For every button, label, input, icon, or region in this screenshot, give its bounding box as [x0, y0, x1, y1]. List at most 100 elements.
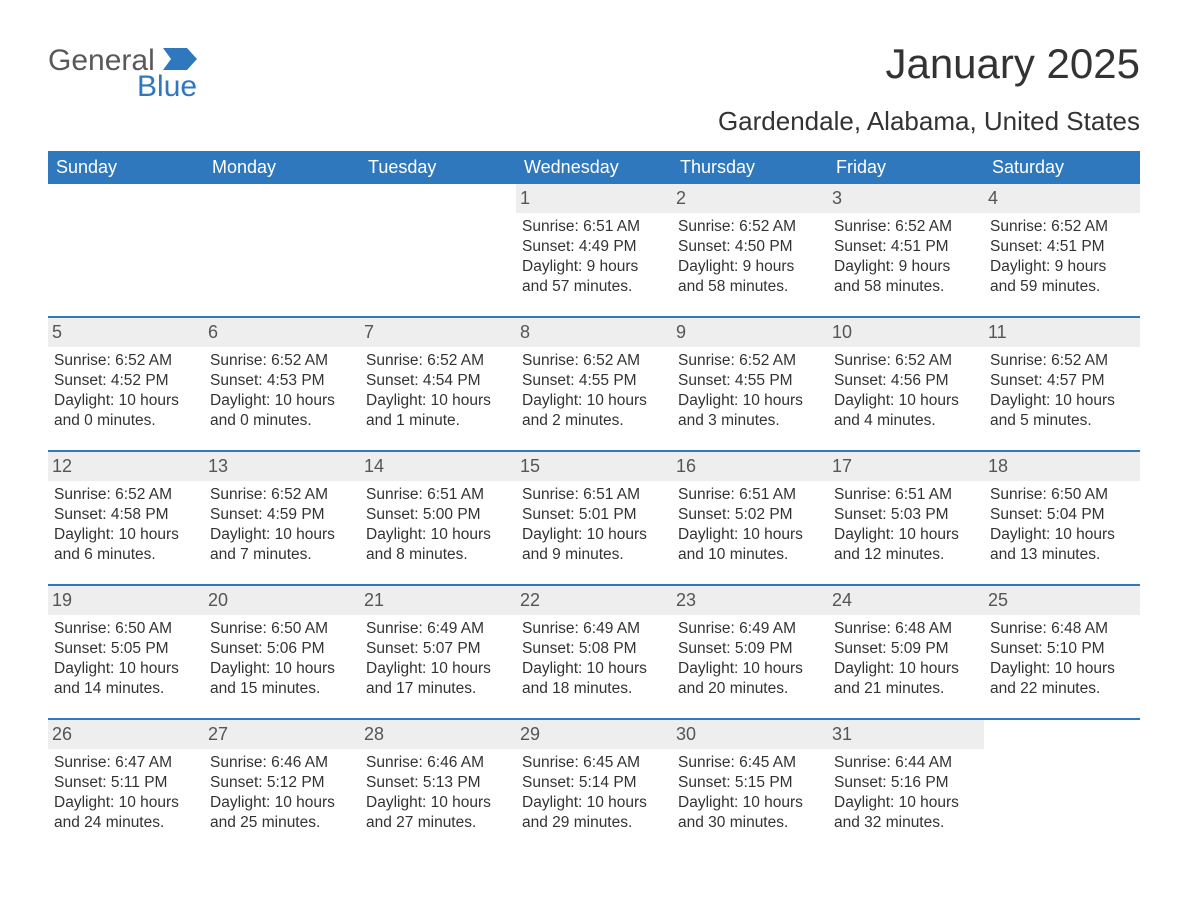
day-number: 18 [984, 452, 1140, 481]
day-cell: 2Sunrise: 6:52 AMSunset: 4:50 PMDaylight… [672, 184, 828, 310]
logo: General Blue [48, 40, 197, 102]
sunset-text: Sunset: 4:56 PM [834, 371, 978, 391]
day-number: 20 [204, 586, 360, 615]
dow-saturday: Saturday [984, 151, 1140, 184]
day-body: Sunrise: 6:51 AMSunset: 5:02 PMDaylight:… [678, 485, 822, 564]
day-number: 21 [360, 586, 516, 615]
day-body: Sunrise: 6:51 AMSunset: 5:03 PMDaylight:… [834, 485, 978, 564]
sunset-text: Sunset: 4:53 PM [210, 371, 354, 391]
day-cell: 15Sunrise: 6:51 AMSunset: 5:01 PMDayligh… [516, 452, 672, 578]
sunrise-text: Sunrise: 6:52 AM [54, 485, 198, 505]
daylight-text: Daylight: 10 hours and 17 minutes. [366, 659, 510, 699]
day-number: 11 [984, 318, 1140, 347]
day-body: Sunrise: 6:44 AMSunset: 5:16 PMDaylight:… [834, 753, 978, 832]
sunset-text: Sunset: 5:08 PM [522, 639, 666, 659]
day-body: Sunrise: 6:51 AMSunset: 5:00 PMDaylight:… [366, 485, 510, 564]
day-cell: 6Sunrise: 6:52 AMSunset: 4:53 PMDaylight… [204, 318, 360, 444]
day-cell: 31 Sunrise: 6:44 AMSunset: 5:16 PMDayligh… [828, 720, 984, 846]
daylight-text: Daylight: 10 hours and 21 minutes. [834, 659, 978, 699]
daylight-text: Daylight: 10 hours and 10 minutes. [678, 525, 822, 565]
sunset-text: Sunset: 5:06 PM [210, 639, 354, 659]
day-body: Sunrise: 6:50 AMSunset: 5:06 PMDaylight:… [210, 619, 354, 698]
day-cell: 24 Sunrise: 6:48 AMSunset: 5:09 PMDayligh… [828, 586, 984, 712]
day-cell: 19Sunrise: 6:50 AMSunset: 5:05 PMDayligh… [48, 586, 204, 712]
daylight-text: Daylight: 10 hours and 24 minutes. [54, 793, 198, 833]
day-number: 2 [672, 184, 828, 213]
sunrise-text: Sunrise: 6:51 AM [366, 485, 510, 505]
sunrise-text: Sunrise: 6:52 AM [990, 351, 1134, 371]
week-row: 12Sunrise: 6:52 AMSunset: 4:58 PMDayligh… [48, 450, 1140, 578]
sunrise-text: Sunrise: 6:50 AM [990, 485, 1134, 505]
week-row: 5Sunrise: 6:52 AMSunset: 4:52 PMDaylight… [48, 316, 1140, 444]
day-body: Sunrise: 6:52 AMSunset: 4:53 PMDaylight:… [210, 351, 354, 430]
day-number: 26 [48, 720, 204, 749]
daylight-text: Daylight: 10 hours and 30 minutes. [678, 793, 822, 833]
day-number: 10 [828, 318, 984, 347]
day-cell: 14Sunrise: 6:51 AMSunset: 5:00 PMDayligh… [360, 452, 516, 578]
sunset-text: Sunset: 5:01 PM [522, 505, 666, 525]
day-body: Sunrise: 6:52 AMSunset: 4:54 PMDaylight:… [366, 351, 510, 430]
logo-text: General Blue [48, 40, 197, 102]
day-cell: 20 Sunrise: 6:50 AMSunset: 5:06 PMDayligh… [204, 586, 360, 712]
sunrise-text: Sunrise: 6:52 AM [522, 351, 666, 371]
day-body: Sunrise: 6:45 AMSunset: 5:15 PMDaylight:… [678, 753, 822, 832]
day-cell: 7 Sunrise: 6:52 AMSunset: 4:54 PMDaylight… [360, 318, 516, 444]
day-body: Sunrise: 6:52 AMSunset: 4:59 PMDaylight:… [210, 485, 354, 564]
day-body: Sunrise: 6:48 AMSunset: 5:09 PMDaylight:… [834, 619, 978, 698]
dow-sunday: Sunday [48, 151, 204, 184]
daylight-text: Daylight: 10 hours and 12 minutes. [834, 525, 978, 565]
day-number: 7 [360, 318, 516, 347]
sunset-text: Sunset: 5:14 PM [522, 773, 666, 793]
sunset-text: Sunset: 4:52 PM [54, 371, 198, 391]
day-cell: 13Sunrise: 6:52 AMSunset: 4:59 PMDayligh… [204, 452, 360, 578]
day-number: 4 [984, 184, 1140, 213]
day-body: Sunrise: 6:52 AMSunset: 4:51 PMDaylight:… [834, 217, 978, 296]
daylight-text: Daylight: 10 hours and 20 minutes. [678, 659, 822, 699]
day-cell [984, 720, 1140, 846]
day-cell: 11 Sunrise: 6:52 AMSunset: 4:57 PMDayligh… [984, 318, 1140, 444]
day-cell: 3Sunrise: 6:52 AMSunset: 4:51 PMDaylight… [828, 184, 984, 310]
day-body: Sunrise: 6:52 AMSunset: 4:57 PMDaylight:… [990, 351, 1134, 430]
day-body: Sunrise: 6:52 AMSunset: 4:58 PMDaylight:… [54, 485, 198, 564]
day-body: Sunrise: 6:52 AMSunset: 4:52 PMDaylight:… [54, 351, 198, 430]
sunset-text: Sunset: 5:00 PM [366, 505, 510, 525]
day-number: 5 [48, 318, 204, 347]
day-number: 25 [984, 586, 1140, 615]
sunrise-text: Sunrise: 6:52 AM [678, 351, 822, 371]
day-number: 24 [828, 586, 984, 615]
day-body: Sunrise: 6:51 AMSunset: 4:49 PMDaylight:… [522, 217, 666, 296]
day-number: 16 [672, 452, 828, 481]
sunset-text: Sunset: 4:49 PM [522, 237, 666, 257]
page-title: January 2025 [718, 40, 1140, 88]
daylight-text: Daylight: 10 hours and 4 minutes. [834, 391, 978, 431]
day-cell: 23Sunrise: 6:49 AMSunset: 5:09 PMDayligh… [672, 586, 828, 712]
day-body: Sunrise: 6:48 AMSunset: 5:10 PMDaylight:… [990, 619, 1134, 698]
day-body: Sunrise: 6:50 AMSunset: 5:04 PMDaylight:… [990, 485, 1134, 564]
day-cell: 28Sunrise: 6:46 AMSunset: 5:13 PMDayligh… [360, 720, 516, 846]
daylight-text: Daylight: 9 hours and 58 minutes. [834, 257, 978, 297]
day-number: 31 [828, 720, 984, 749]
day-cell: 17Sunrise: 6:51 AMSunset: 5:03 PMDayligh… [828, 452, 984, 578]
day-cell [48, 184, 204, 310]
sunset-text: Sunset: 4:55 PM [522, 371, 666, 391]
sunset-text: Sunset: 4:54 PM [366, 371, 510, 391]
daylight-text: Daylight: 9 hours and 59 minutes. [990, 257, 1134, 297]
day-body: Sunrise: 6:46 AMSunset: 5:13 PMDaylight:… [366, 753, 510, 832]
day-cell: 8Sunrise: 6:52 AMSunset: 4:55 PMDaylight… [516, 318, 672, 444]
sunset-text: Sunset: 4:51 PM [990, 237, 1134, 257]
day-cell: 16 Sunrise: 6:51 AMSunset: 5:02 PMDayligh… [672, 452, 828, 578]
sunset-text: Sunset: 5:07 PM [366, 639, 510, 659]
sunrise-text: Sunrise: 6:46 AM [366, 753, 510, 773]
day-cell: 29Sunrise: 6:45 AMSunset: 5:14 PMDayligh… [516, 720, 672, 846]
sunset-text: Sunset: 5:02 PM [678, 505, 822, 525]
dow-tuesday: Tuesday [360, 151, 516, 184]
daylight-text: Daylight: 10 hours and 1 minute. [366, 391, 510, 431]
day-cell: 12Sunrise: 6:52 AMSunset: 4:58 PMDayligh… [48, 452, 204, 578]
sunrise-text: Sunrise: 6:44 AM [834, 753, 978, 773]
day-cell: 4Sunrise: 6:52 AMSunset: 4:51 PMDaylight… [984, 184, 1140, 310]
daylight-text: Daylight: 10 hours and 9 minutes. [522, 525, 666, 565]
sunrise-text: Sunrise: 6:51 AM [522, 485, 666, 505]
daylight-text: Daylight: 10 hours and 32 minutes. [834, 793, 978, 833]
sunrise-text: Sunrise: 6:52 AM [210, 351, 354, 371]
sunrise-text: Sunrise: 6:45 AM [678, 753, 822, 773]
